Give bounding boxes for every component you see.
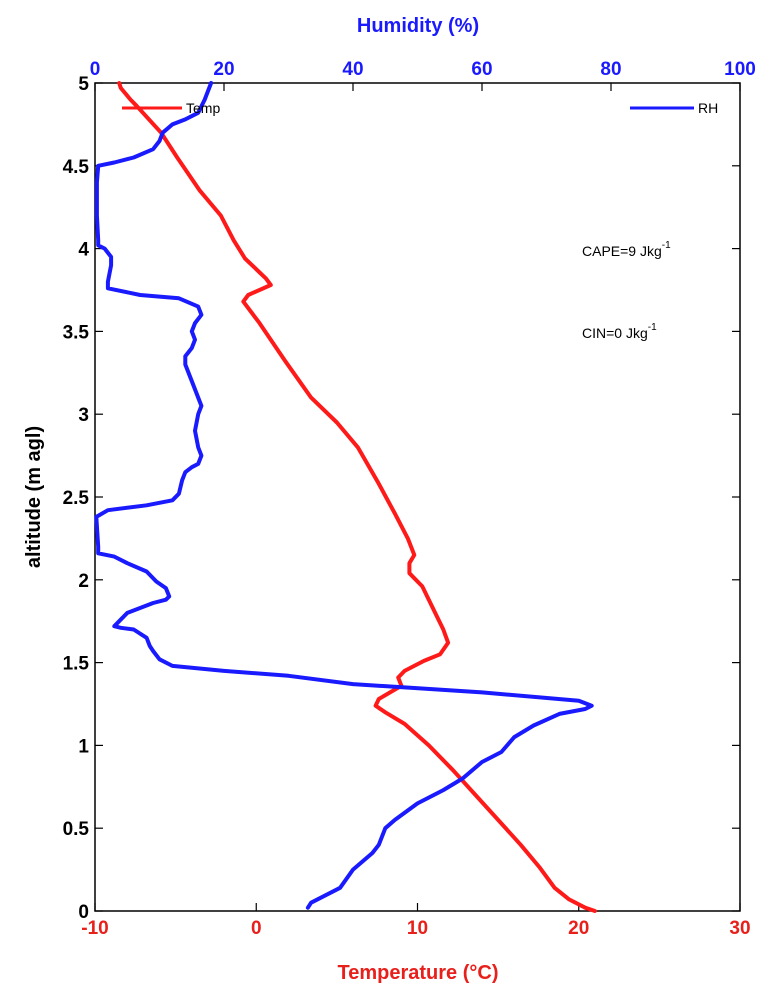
cape-text: CAPE=9 Jkg	[582, 243, 662, 259]
left-tick-label: 2	[78, 571, 89, 592]
left-tick-label: 1.5	[63, 654, 90, 675]
bottom-tick-label: 10	[407, 918, 428, 939]
top-tick-label: 20	[213, 59, 234, 80]
bottom-axis-label-text: Temperature (	[338, 962, 470, 984]
tick-labels: -10 0 10 20 300 20 40 60 80 10000.511.522.533.544…	[63, 59, 756, 939]
left-tick-label: 0.5	[63, 819, 90, 840]
left-tick-label: 1	[78, 736, 89, 757]
rh-series-line	[94, 81, 594, 910]
top-axis-label: Humidity (%)	[357, 15, 479, 37]
svg-text:CAPE=9 Jkg-1: CAPE=9 Jkg-1	[582, 240, 671, 259]
bottom-tick-label: 20	[568, 918, 589, 939]
left-tick-label: 4	[78, 240, 89, 261]
left-tick-label: 4.5	[63, 157, 90, 178]
legend-rh-label: RH	[698, 100, 718, 116]
left-tick-label: 2.5	[63, 488, 90, 509]
bottom-tick-label: 0	[251, 918, 262, 939]
left-tick-label: 5	[78, 74, 89, 95]
top-tick-label: 100	[724, 59, 756, 80]
bottom-tick-label: -10	[81, 918, 108, 939]
axis-ticks	[94, 82, 741, 912]
left-tick-label: 0	[78, 902, 89, 923]
top-tick-label: 80	[600, 59, 621, 80]
cape-exponent: -1	[662, 240, 671, 251]
data-lines	[94, 81, 597, 913]
cin-exponent: -1	[648, 322, 657, 333]
left-axis-label: altitude (m agl)	[23, 426, 45, 568]
legend-temp-label: Temp	[186, 100, 220, 116]
top-tick-label: 40	[342, 59, 363, 80]
legend: Temp RH	[122, 100, 718, 116]
plot-area	[94, 82, 741, 912]
temp-series-line	[117, 81, 597, 913]
cin-annotation: CIN=0 Jkg-1	[582, 322, 657, 341]
left-tick-label: 3	[78, 405, 89, 426]
bottom-axis-label: Temperature (°C)	[338, 962, 499, 984]
svg-text:CIN=0 Jkg-1: CIN=0 Jkg-1	[582, 322, 657, 341]
cin-text: CIN=0 Jkg	[582, 325, 648, 341]
cape-annotation: CAPE=9 Jkg-1	[582, 240, 671, 259]
left-tick-label: 3.5	[63, 322, 90, 343]
top-tick-label: 60	[471, 59, 492, 80]
top-tick-label: 0	[90, 59, 101, 80]
bottom-axis-label-unit: °C)	[469, 962, 498, 984]
bottom-tick-label: 30	[729, 918, 750, 939]
